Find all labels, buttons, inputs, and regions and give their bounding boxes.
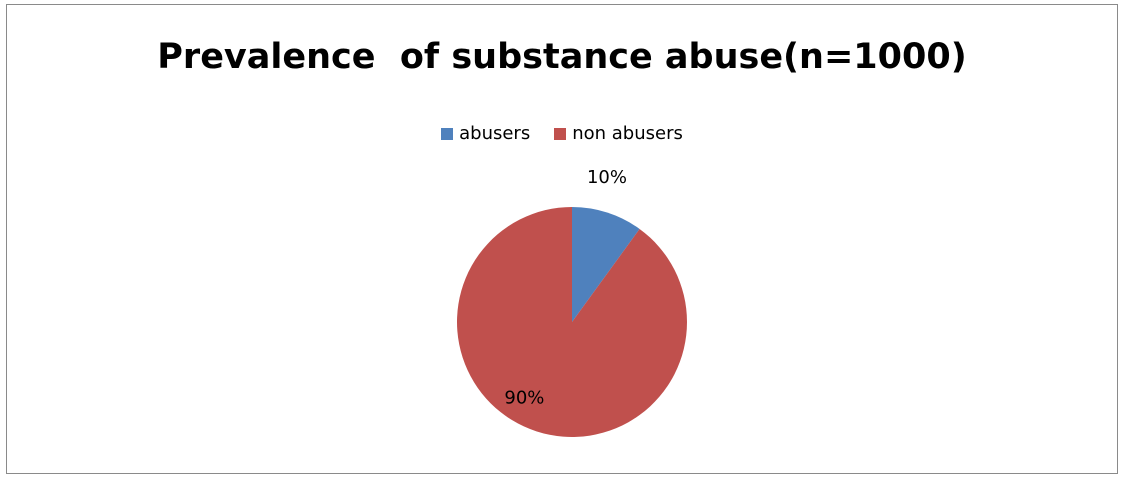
pie-chart: 10% 90% [457, 167, 687, 437]
data-label-non-abusers: 90% [504, 388, 544, 409]
pie-slice-abusers [572, 207, 640, 322]
legend-swatch-non-abusers [554, 127, 567, 140]
legend-label-non-abusers: non abusers [572, 123, 683, 144]
data-label-abusers: 10% [587, 167, 627, 188]
legend-label-abusers: abusers [459, 123, 531, 144]
pie-slice-non-abusers [457, 207, 687, 437]
legend-swatch-abusers [441, 127, 454, 140]
chart-title: Prevalence of substance abuse(n=1000) [157, 37, 967, 77]
chart-legend: abusers non abusers [7, 123, 1117, 144]
legend-item-abusers: abusers [441, 123, 530, 144]
chart-frame: Prevalence of substance abuse(n=1000) ab… [6, 4, 1118, 474]
legend-item-non-abusers: non abusers [554, 123, 683, 144]
